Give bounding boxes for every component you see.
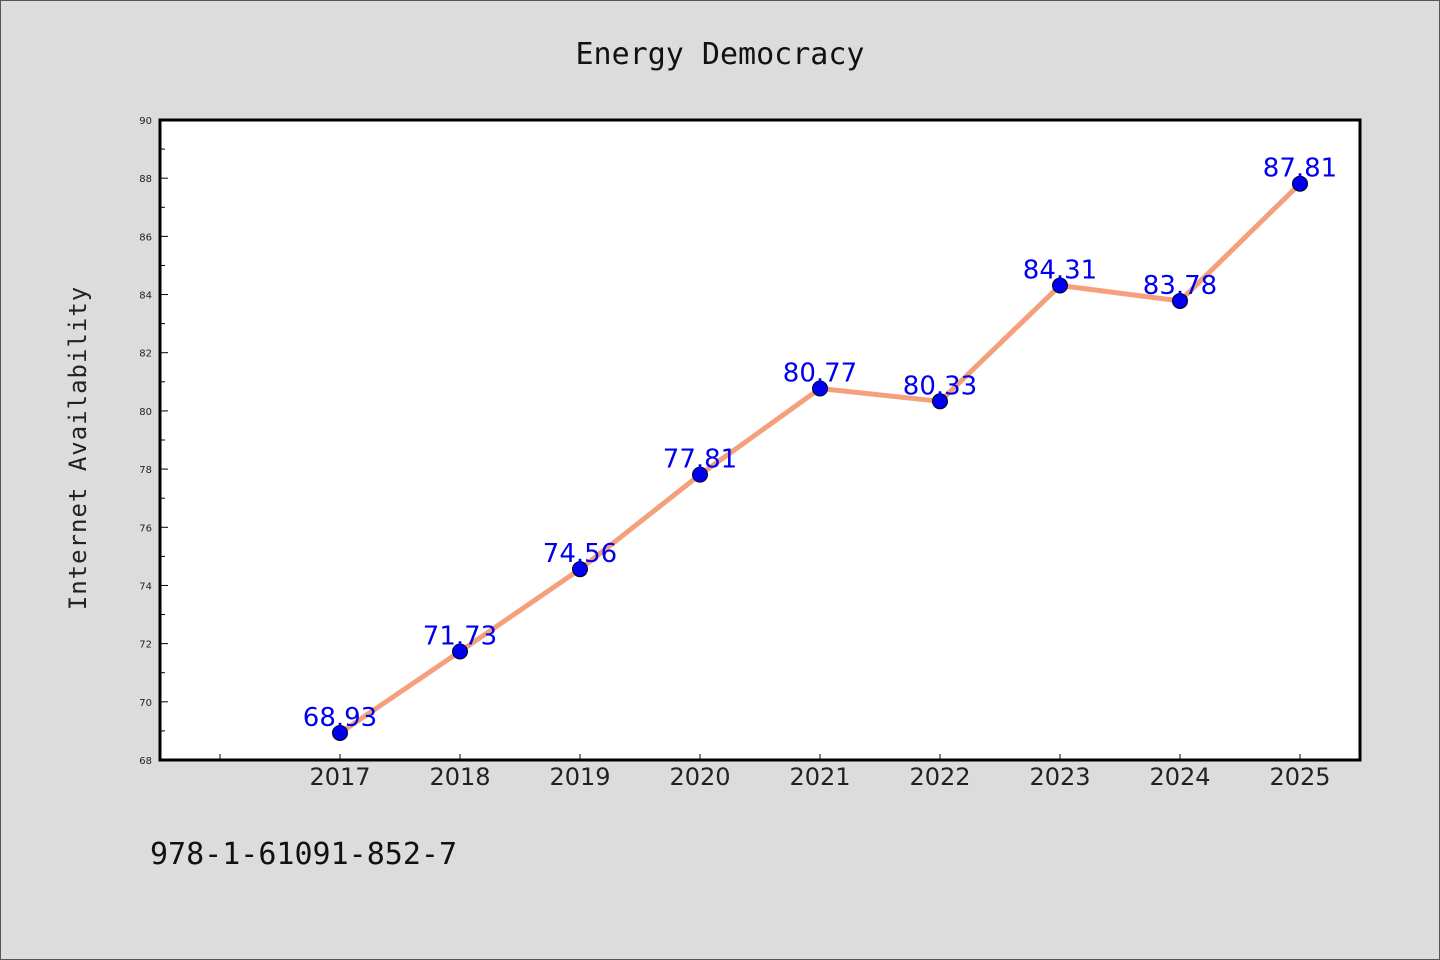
footer-text: 978-1-61091-852-7 [150,837,457,872]
y-tick-label: 74 [139,581,152,592]
x-tick-label: 2023 [1029,763,1090,791]
x-tick-label: 2017 [309,763,370,791]
x-tick-label: 2024 [1149,763,1210,791]
y-tick-label: 88 [139,174,152,185]
data-label: 74.56 [543,539,617,569]
data-point [332,724,348,741]
y-tick-label: 70 [139,698,152,709]
data-point [932,393,948,410]
data-label: 83.78 [1143,271,1217,301]
data-labels: 68.93 71.73 74.56 77.81 80.77 80.33 84.31 83.78… [303,154,1337,733]
plot-area [160,120,1360,760]
x-tick-label: 2021 [789,763,850,791]
y-tick-label: 90 [139,116,152,127]
y-tick-label: 78 [139,465,152,476]
x-tick-label: 2019 [549,763,610,791]
plot-frame [158,118,1362,762]
x-tick-label: 2025 [1269,763,1330,791]
y-tick-label: 84 [139,291,152,302]
data-point [572,561,588,578]
y-axis-label: Internet Availability [64,286,92,610]
x-tick-label: 2018 [429,763,490,791]
y-tick-label: 82 [139,349,152,360]
data-point [1292,175,1308,192]
data-label: 77.81 [663,445,737,475]
y-tick-label: 80 [139,407,152,418]
data-label: 68.93 [303,703,377,733]
chart-title: Energy Democracy [576,37,865,72]
y-tick-label: 86 [139,232,152,243]
y-tick-label: 72 [139,640,152,651]
series-points [332,175,1308,741]
x-tick-label: 2020 [669,763,730,791]
data-point [812,380,828,397]
data-label: 84.31 [1023,256,1097,286]
x-axis-ticks: 2017 2018 2019 2020 2021 2022 2023 2024 2025 [219,754,1331,791]
data-point [1172,292,1188,309]
data-label: 87.81 [1263,154,1337,184]
data-label: 80.33 [903,371,977,401]
data-label: 71.73 [423,621,497,651]
data-point [1052,277,1068,294]
y-tick-label: 76 [139,523,152,534]
data-point [692,466,708,483]
data-label: 80.77 [783,359,857,389]
y-tick-label: 68 [139,756,152,767]
data-point [452,643,468,660]
x-tick-label: 2022 [909,763,970,791]
